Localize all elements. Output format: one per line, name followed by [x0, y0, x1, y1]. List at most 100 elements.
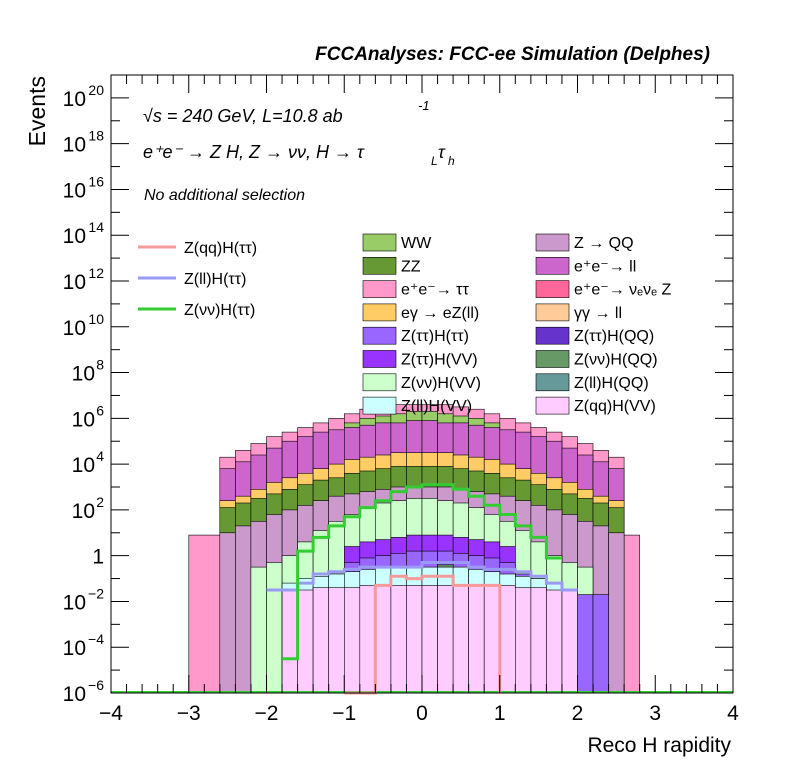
stack-bar — [623, 534, 640, 694]
legend-fill-label: Z(νν)H(VV) — [401, 375, 481, 392]
stack-bar — [421, 585, 438, 694]
legend-fill-swatch — [362, 396, 397, 415]
y-tick-exponent: 16 — [88, 173, 104, 189]
legend-fill-swatch — [535, 303, 570, 322]
x-tick-label: 4 — [727, 702, 739, 725]
legend-fill-swatch — [535, 280, 570, 298]
stack-bar — [266, 562, 283, 694]
legend-fill-swatch — [362, 326, 397, 345]
line-series — [344, 574, 502, 695]
stack-bar — [437, 585, 454, 694]
stack-bar — [468, 585, 485, 694]
legend-fill-swatch — [362, 350, 397, 368]
legend-fill-label: WW — [401, 235, 432, 252]
y-tick-base: 10 — [72, 500, 95, 523]
legend-line-label: Z(νν)H(ττ) — [184, 302, 255, 319]
line-series — [266, 561, 578, 592]
x-tick-label: 3 — [649, 702, 661, 725]
y-tick-label: 10 6 — [72, 402, 105, 431]
legend-fill-label: Z(ll)H(QQ) — [574, 375, 649, 392]
stack-bar — [250, 566, 267, 694]
legend-fill-swatch — [535, 396, 570, 415]
legend-line-label: Z(qq)H(ττ) — [184, 240, 257, 257]
legend-fill-swatch — [535, 233, 570, 252]
x-tick-label: −2 — [255, 702, 279, 725]
y-tick-base: 10 — [72, 408, 95, 431]
y-tick-label: 10 16 — [63, 173, 105, 202]
y-tick-label: 10 4 — [72, 448, 105, 477]
stack-bar — [608, 532, 625, 694]
stack-bar — [546, 589, 563, 694]
legend-fill-swatch — [535, 326, 570, 345]
legend-fill-swatch — [362, 303, 397, 322]
process-text: e⁺e⁻ → Z H, Z → νν, H → τ — [143, 142, 365, 162]
energy-superscript: -1 — [418, 98, 430, 113]
legend-fill-label: Z(ll)H(VV) — [401, 398, 472, 415]
y-tick-base: 1 — [92, 546, 104, 569]
stack-bar — [281, 589, 299, 694]
legend-fill-label: γγ → ll — [574, 305, 622, 322]
y-tick-exponent: 12 — [88, 265, 104, 281]
x-tick-label: 2 — [572, 702, 584, 725]
stack-bar — [219, 532, 236, 694]
legend-fill-label: Z(qq)H(VV) — [574, 398, 656, 415]
legend-fill-swatch — [362, 373, 397, 392]
y-tick-exponent: 18 — [88, 128, 104, 144]
legend-fill-swatch — [362, 233, 397, 252]
legend-fill-label: Z(ττ)H(QQ) — [574, 328, 654, 345]
x-tick-label: −3 — [177, 702, 201, 725]
legend-fill-label: e⁺e⁻→ νₑνₑ Z — [574, 282, 671, 299]
x-tick-label: −1 — [332, 702, 356, 725]
y-tick-base: 10 — [63, 683, 86, 706]
y-tick-label: 10 8 — [72, 357, 105, 386]
y-tick-label: 10 2 — [72, 494, 105, 523]
y-tick-label: 10 18 — [63, 128, 105, 157]
y-tick-label: 10 −4 — [63, 631, 105, 660]
legend-fill-label: ZZ — [401, 258, 421, 275]
stack-bar — [235, 525, 252, 694]
y-tick-exponent: 10 — [88, 311, 104, 327]
stack-bar — [390, 585, 407, 694]
stack-bar — [592, 594, 609, 694]
energy-text: √s = 240 GeV, L=10.8 ab — [143, 106, 343, 126]
x-axis-ticks: −4 −3 −2 −1 0 1 2 3 4 — [99, 75, 739, 725]
legend-fill-label: Z → QQ — [574, 235, 634, 252]
legend-fill-swatch — [535, 350, 570, 368]
stack-bar — [297, 589, 314, 694]
stack-bar — [359, 585, 376, 694]
y-tick-label: 1 — [92, 546, 104, 569]
legend-line-label: Z(ll)H(ττ) — [184, 271, 246, 288]
y-tick-base: 10 — [63, 637, 86, 660]
stack-bar — [530, 587, 547, 694]
y-tick-exponent: 14 — [88, 219, 104, 235]
stack-component — [281, 585, 578, 694]
y-tick-label: 10 −6 — [63, 677, 105, 706]
line-series — [282, 483, 562, 661]
selection-note: No additional selection — [144, 187, 305, 204]
stack-bar — [561, 589, 578, 694]
legend-fill-label: Z(ττ)H(ττ) — [401, 328, 469, 345]
stack-bar — [312, 587, 330, 694]
stack-bar — [452, 585, 469, 694]
process-tau-2: τ — [438, 142, 446, 162]
x-axis-title: Reco H rapidity — [587, 734, 731, 757]
legend-fill-label: e⁺e⁻→ ττ — [401, 282, 469, 299]
y-tick-exponent: 4 — [96, 448, 104, 464]
energy-annotation: √s = 240 GeV, L=10.8 ab -1 — [143, 98, 430, 126]
stack-bar — [343, 587, 361, 694]
stack-bar — [483, 585, 501, 694]
stack-bar — [577, 594, 594, 694]
y-tick-exponent: −6 — [88, 677, 104, 693]
legend-fill-label: Z(νν)H(QQ) — [574, 352, 658, 369]
legend-fill-label: eγ → eZ(ll) — [401, 305, 479, 322]
y-tick-base: 10 — [63, 271, 86, 294]
header-title: FCCAnalyses: FCC-ee Simulation (Delphes) — [315, 44, 710, 65]
y-tick-exponent: −2 — [88, 585, 104, 601]
x-tick-label: 1 — [494, 702, 506, 725]
y-tick-label: 10 14 — [63, 219, 105, 248]
y-tick-label: 10 −2 — [63, 585, 105, 614]
y-tick-base: 10 — [63, 317, 86, 340]
